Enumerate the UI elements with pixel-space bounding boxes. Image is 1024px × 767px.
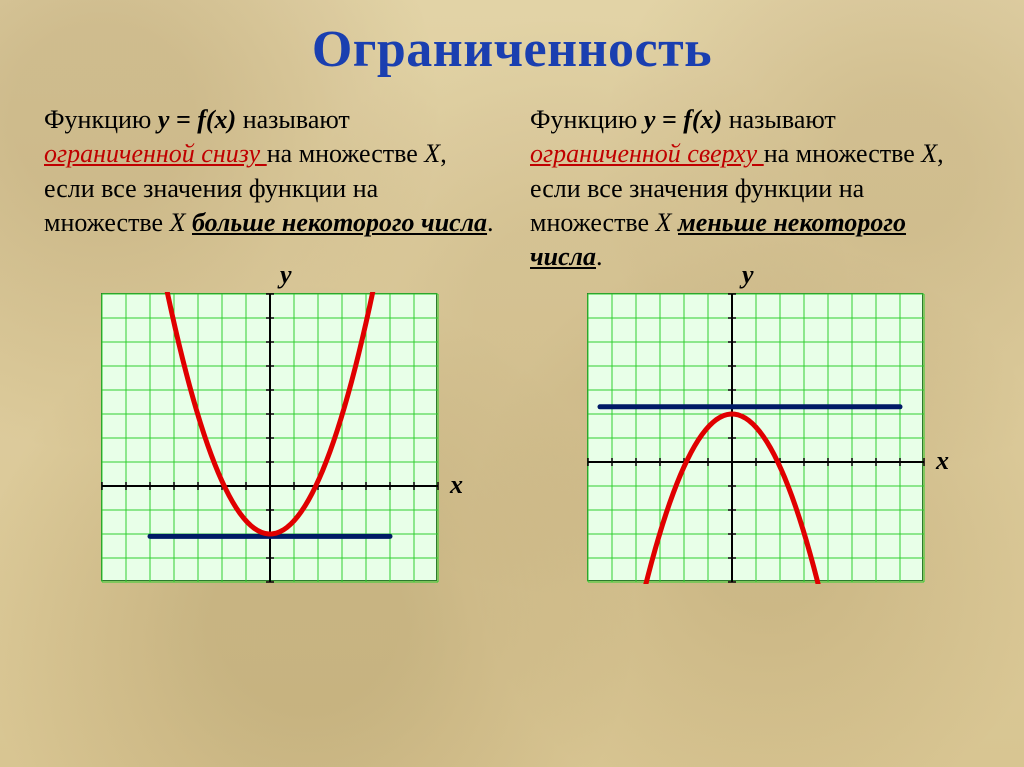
text: Функцию <box>530 105 644 134</box>
text: у = f(x) <box>644 105 722 134</box>
term-bounded-above: ограниченной сверху <box>530 139 764 168</box>
x-axis-label: х <box>936 446 949 476</box>
x-axis-label: х <box>450 470 463 500</box>
chart-bounded-above: ух <box>587 293 923 581</box>
chart-left-wrap: ух <box>44 293 494 581</box>
text: Х <box>424 139 440 168</box>
text: Х <box>170 208 186 237</box>
definition-left: Функцию у = f(x) называют ограниченной с… <box>44 103 494 275</box>
text: . <box>487 208 494 237</box>
chart-bounded-below: ух <box>101 293 437 581</box>
charts-row: ух ух <box>0 275 1024 581</box>
y-axis-label: у <box>280 260 292 290</box>
text: . <box>596 242 603 271</box>
text: называют <box>722 105 836 134</box>
definitions-row: Функцию у = f(x) называют ограниченной с… <box>0 79 1024 275</box>
text: называют <box>236 105 350 134</box>
condition-text: больше некоторого числа <box>192 208 487 237</box>
text: Функцию <box>44 105 158 134</box>
text: на множестве <box>764 139 922 168</box>
term-bounded-below: ограниченной снизу <box>44 139 267 168</box>
page-title: Ограниченность <box>0 0 1024 79</box>
y-axis-label: у <box>742 260 754 290</box>
text: у = f(x) <box>158 105 236 134</box>
definition-right: Функцию у = f(x) называют ограниченной с… <box>530 103 980 275</box>
chart-right-wrap: ух <box>530 293 980 581</box>
text: на множестве <box>267 139 425 168</box>
text: Х <box>656 208 672 237</box>
text: Х <box>921 139 937 168</box>
